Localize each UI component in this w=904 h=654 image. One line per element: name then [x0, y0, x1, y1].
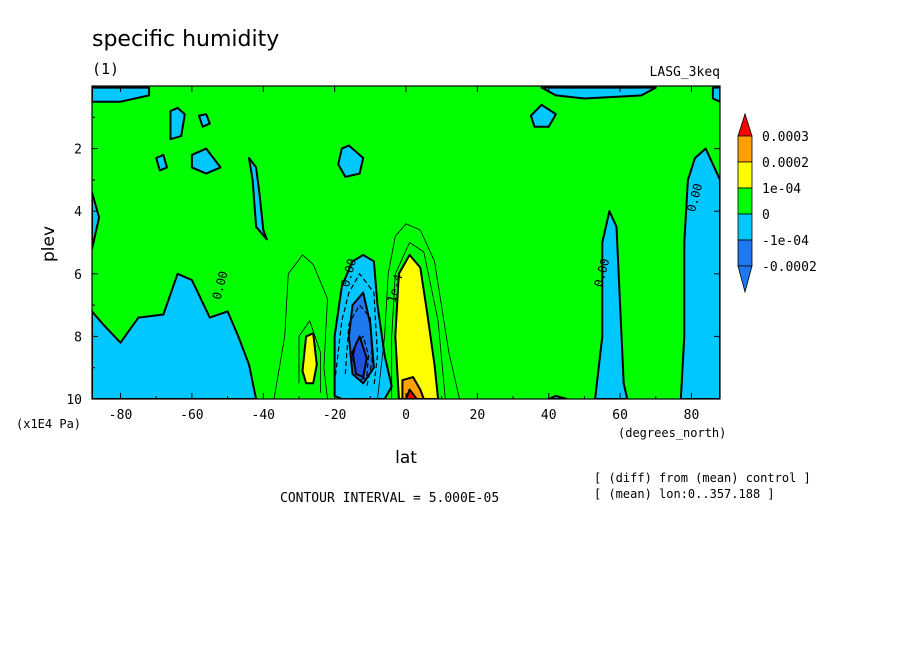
chart-subtitle: (1)	[92, 60, 119, 78]
colorbar-top-arrow	[737, 112, 753, 137]
contour-region	[155, 153, 168, 172]
contour-region	[405, 388, 418, 399]
contour-region	[540, 86, 657, 100]
contour-region	[248, 157, 268, 241]
y-tick-label: 10	[66, 393, 82, 408]
contour-region	[337, 144, 365, 178]
colorbar-label: -1e-04	[762, 234, 809, 249]
chart-title: specific humidity	[92, 27, 279, 52]
contour-region	[351, 335, 368, 379]
note-diff: [ (diff) from (mean) control ]	[594, 471, 811, 485]
y-axis: 2 4 6 8 10	[66, 116, 720, 408]
colorbar-label: 0.0002	[762, 156, 809, 171]
x-tick-label: 80	[684, 408, 700, 423]
contour-region	[92, 86, 151, 103]
x-tick-label: 0	[402, 408, 410, 423]
x-axis-units: (degrees_north)	[618, 426, 726, 440]
contour-region	[394, 254, 440, 399]
contour-region	[594, 210, 629, 399]
contour-interval-text: CONTOUR INTERVAL = 5.000E-05	[280, 491, 499, 506]
y-tick-label: 8	[74, 330, 82, 345]
contour-line-negative	[344, 304, 373, 387]
contour-region	[92, 272, 258, 399]
colorbar-label: 0.0003	[762, 130, 809, 145]
x-axis: -80 -60 -40 -20 0 20 40 60 80	[109, 86, 699, 423]
x-tick-label: 40	[541, 408, 557, 423]
x-tick-label: -40	[252, 408, 275, 423]
x-axis-label: lat	[395, 448, 417, 468]
contour-region	[679, 147, 720, 399]
dataset-label: LASG_3keq	[650, 65, 720, 80]
x-tick-label: 60	[612, 408, 628, 423]
contour-region	[92, 191, 101, 250]
contour-region	[190, 147, 222, 175]
colorbar: 0.0003 0.0002 1e-04 0 -1e-04 -0.0002	[737, 112, 817, 294]
x-tick-label: -80	[109, 408, 132, 423]
colorbar-swatch	[737, 161, 753, 189]
contour-region	[198, 113, 211, 128]
contour-region	[547, 394, 568, 399]
contour-line-positive	[391, 241, 446, 399]
colorbar-label: -0.0002	[762, 260, 817, 275]
contour-region	[301, 332, 318, 385]
y-tick-label: 2	[74, 143, 82, 158]
contour-line-positive	[377, 223, 460, 399]
colorbar-label: 1e-04	[762, 182, 801, 197]
contour-region	[169, 106, 186, 141]
y-tick-label: 6	[74, 268, 82, 283]
y-axis-units: (x1E4 Pa)	[16, 417, 81, 431]
contour-region	[529, 103, 557, 128]
colorbar-swatch	[737, 135, 753, 163]
colorbar-label: 0	[762, 208, 770, 223]
colorbar-swatch	[737, 187, 753, 215]
note-mean: [ (mean) lon:0..357.188 ]	[594, 487, 775, 501]
x-tick-label: 20	[470, 408, 486, 423]
colorbar-swatch	[737, 239, 753, 267]
x-tick-label: -20	[323, 408, 346, 423]
contour-line-negative	[334, 272, 379, 387]
contour-line-positive	[273, 254, 328, 399]
y-axis-label: plev	[39, 226, 59, 262]
x-tick-label: -60	[180, 408, 203, 423]
contour-region	[711, 86, 720, 103]
colorbar-bottom-arrow	[737, 265, 753, 294]
colorbar-swatch	[737, 213, 753, 241]
y-tick-label: 4	[74, 205, 82, 220]
plot-area: 0.00 0.00 1e-4 0.000.00	[91, 85, 721, 400]
contour-line-positive	[298, 319, 321, 393]
